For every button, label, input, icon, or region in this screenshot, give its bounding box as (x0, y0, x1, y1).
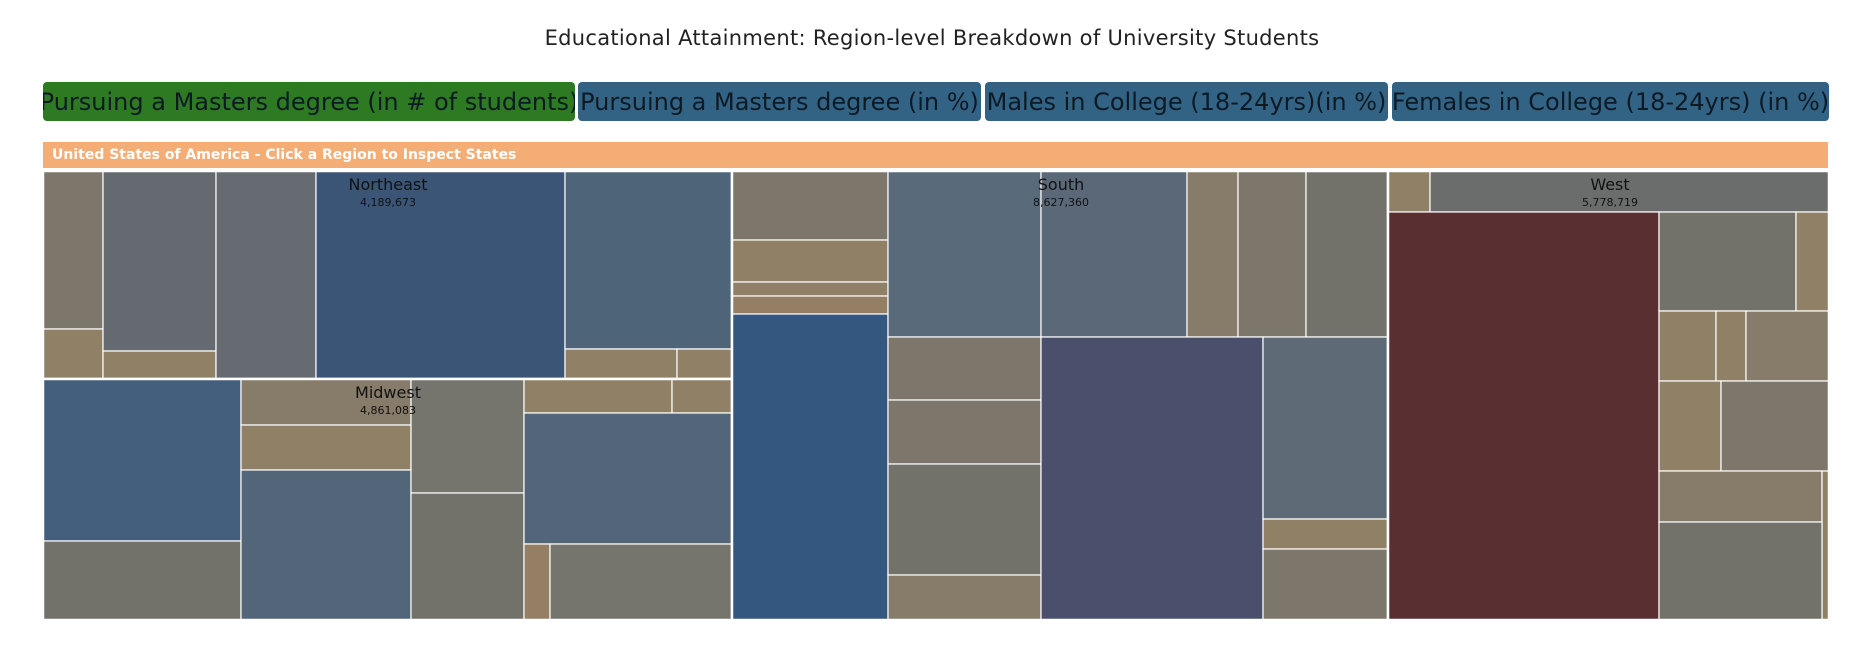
treemap-tile[interactable] (410, 492, 525, 621)
treemap-tile[interactable] (549, 543, 733, 621)
breadcrumb[interactable]: United States of America - Click a Regio… (43, 142, 1828, 168)
treemap-tile[interactable] (731, 295, 889, 315)
chart-title: Educational Attainment: Region-level Bre… (544, 26, 1320, 50)
region-south[interactable]: South 8,627,360 (730, 169, 1390, 622)
treemap-tile[interactable] (1262, 518, 1389, 550)
treemap-tile[interactable] (523, 543, 551, 621)
treemap-tile[interactable] (1658, 211, 1797, 312)
treemap-tile[interactable] (42, 328, 104, 380)
treemap-tile[interactable] (1040, 170, 1188, 338)
treemap-tile[interactable] (887, 399, 1042, 465)
treemap-tile[interactable] (887, 336, 1042, 401)
treemap-tile[interactable] (1305, 170, 1389, 338)
region-border (1386, 169, 1831, 622)
region-northeast[interactable]: Northeast 4,189,673 (41, 169, 734, 381)
tab-masters-count[interactable]: Pursuing a Masters degree (in # of stude… (43, 82, 575, 121)
region-label: West (1590, 175, 1629, 194)
tab-masters-percent[interactable]: Pursuing a Masters degree (in %) (578, 82, 981, 121)
treemap-tile[interactable] (564, 348, 678, 380)
treemap-tile[interactable] (1387, 211, 1660, 621)
treemap-tile[interactable] (523, 412, 733, 545)
treemap-tile[interactable] (1429, 170, 1830, 213)
treemap-tile[interactable] (731, 170, 889, 241)
treemap-tile[interactable] (676, 348, 733, 380)
treemap-tile[interactable] (1658, 521, 1823, 621)
treemap-tile[interactable] (564, 170, 733, 350)
treemap-tile[interactable] (887, 170, 1042, 338)
tab-males-in-college[interactable]: Males in College (18-24yrs)(in %) (985, 82, 1388, 121)
treemap-tile[interactable] (1186, 170, 1239, 338)
treemap-tile[interactable] (523, 378, 673, 414)
metric-tabs: Pursuing a Masters degree (in # of stude… (43, 82, 1829, 122)
treemap-tile[interactable] (1262, 336, 1389, 520)
treemap-tile[interactable] (1795, 211, 1830, 312)
treemap-tile[interactable] (240, 469, 412, 621)
treemap-tile[interactable] (42, 170, 104, 330)
treemap-tile[interactable] (1658, 380, 1722, 472)
treemap-tile[interactable] (42, 540, 242, 621)
treemap-tile[interactable] (240, 424, 412, 471)
region-label: Northeast (348, 175, 427, 194)
region-value-label: 4,189,673 (360, 196, 416, 209)
region-midwest[interactable]: Midwest 4,861,083 (41, 377, 734, 622)
region-value-label: 4,861,083 (360, 404, 416, 417)
tab-females-in-college[interactable]: Females in College (18-24yrs) (in %) (1392, 82, 1829, 121)
treemap-tile[interactable] (315, 170, 566, 380)
treemap-tile[interactable] (42, 378, 242, 542)
treemap-tile[interactable] (1237, 170, 1307, 338)
treemap-tile[interactable] (887, 463, 1042, 576)
treemap-tile[interactable] (731, 239, 889, 283)
treemap-tile[interactable] (671, 378, 733, 414)
treemap-tile[interactable] (1720, 380, 1830, 472)
treemap-tile[interactable] (1658, 470, 1823, 523)
treemap-tile[interactable] (410, 378, 525, 494)
treemap-tile[interactable] (731, 313, 889, 621)
treemap-tile[interactable] (1658, 310, 1717, 382)
treemap-tile[interactable] (887, 574, 1042, 621)
treemap-tile[interactable] (102, 350, 217, 380)
treemap-tile[interactable] (1262, 548, 1389, 621)
treemap-tile[interactable] (731, 281, 889, 297)
treemap-tile[interactable] (1040, 336, 1264, 621)
treemap-tile[interactable] (1745, 310, 1830, 382)
region-label: South (1038, 175, 1085, 194)
treemap-tile[interactable] (1715, 310, 1747, 382)
region-west[interactable]: West 5,778,719 (1386, 169, 1831, 622)
region-label: Midwest (355, 383, 421, 402)
region-value-label: 8,627,360 (1033, 196, 1089, 209)
treemap-tile[interactable] (102, 170, 217, 352)
region-value-label: 5,778,719 (1582, 196, 1638, 209)
treemap-tile[interactable] (1387, 170, 1431, 213)
treemap-tile[interactable] (215, 170, 317, 380)
